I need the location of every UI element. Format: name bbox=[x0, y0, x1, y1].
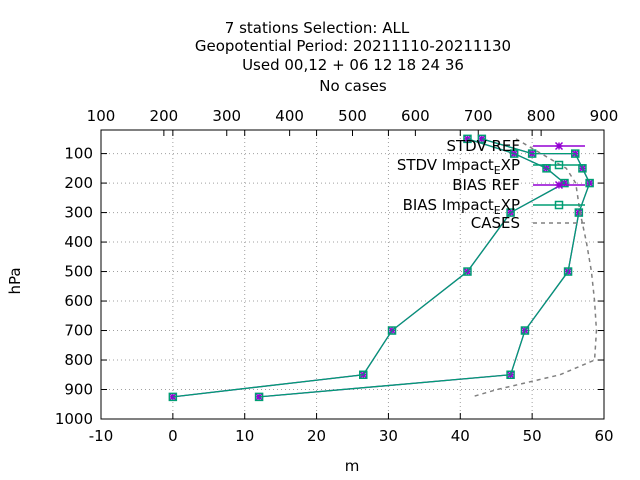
title-line-2: Geopotential Period: 20211110-20211130 bbox=[195, 37, 511, 55]
legend-marker bbox=[554, 141, 564, 151]
title-line-1: 7 stations Selection: ALL bbox=[225, 19, 410, 37]
legend-item: BIAS ImpactEXP bbox=[403, 196, 585, 217]
data-point bbox=[387, 326, 397, 335]
data-point bbox=[585, 178, 594, 188]
data-point bbox=[254, 392, 264, 402]
x2-tick-label: 700 bbox=[464, 107, 493, 125]
data-point bbox=[168, 392, 177, 401]
title-line-4: No cases bbox=[319, 77, 387, 95]
x-tick-label: 20 bbox=[307, 427, 326, 445]
y-tick-label: 900 bbox=[64, 381, 93, 399]
legend-item: STDV ImpactEXP bbox=[397, 156, 585, 177]
y-tick-label: 700 bbox=[64, 322, 93, 340]
y-axis-label: hPa bbox=[6, 267, 24, 294]
y-tick-label: 100 bbox=[64, 145, 93, 163]
series-layer bbox=[168, 134, 598, 402]
title-line-3: Used 00,12 + 06 12 18 24 36 bbox=[242, 56, 464, 74]
x2-tick-label: 500 bbox=[338, 107, 367, 125]
data-point bbox=[563, 267, 573, 276]
data-point bbox=[509, 149, 519, 158]
series-line bbox=[471, 138, 598, 398]
legend-label: STDV REF bbox=[446, 137, 520, 155]
legend-item: STDV REF bbox=[446, 137, 585, 155]
x-tick-label: 30 bbox=[379, 427, 398, 445]
y-tick-label: 400 bbox=[64, 233, 93, 251]
grid bbox=[101, 130, 604, 419]
legend-label: BIAS REF bbox=[452, 176, 520, 194]
x2-tick-label: 100 bbox=[87, 107, 116, 125]
data-point bbox=[359, 370, 368, 380]
data-point bbox=[477, 134, 487, 144]
data-point bbox=[574, 208, 584, 217]
x-tick-label: 10 bbox=[235, 427, 254, 445]
data-point bbox=[506, 370, 515, 380]
x-tick-label: -10 bbox=[89, 427, 114, 445]
series-1 bbox=[255, 134, 594, 401]
data-point bbox=[463, 267, 472, 276]
data-point bbox=[168, 392, 178, 402]
chart-title: 7 stations Selection: ALL Geopotential P… bbox=[195, 19, 511, 95]
data-point bbox=[520, 326, 530, 335]
legend-item: CASES bbox=[471, 214, 585, 232]
x-tick-label: 60 bbox=[594, 427, 613, 445]
x-axis-label: m bbox=[345, 457, 360, 475]
y-tick-label: 600 bbox=[64, 292, 93, 310]
legend-item: BIAS REF bbox=[452, 176, 585, 194]
legend-label: BIAS ImpactEXP bbox=[403, 196, 520, 217]
series-line bbox=[172, 138, 566, 398]
x-tick-label: 50 bbox=[523, 427, 542, 445]
x2-tick-label: 600 bbox=[401, 107, 430, 125]
legend-marker bbox=[554, 200, 564, 210]
legend-label: CASES bbox=[471, 214, 520, 232]
legend-marker bbox=[554, 180, 564, 190]
x-tick-label: 40 bbox=[451, 427, 470, 445]
series-line bbox=[259, 138, 591, 398]
x-tick-label: 0 bbox=[168, 427, 178, 445]
series-5 bbox=[471, 138, 598, 398]
series-2 bbox=[254, 134, 594, 402]
data-point bbox=[506, 208, 515, 217]
axes: -10 0 10 20 30 40 50 60 100 200 300 400 500 600 700 800… bbox=[55, 107, 619, 445]
data-point bbox=[571, 149, 580, 158]
x2-tick-label: 800 bbox=[527, 107, 556, 125]
x2-tick-label: 300 bbox=[212, 107, 241, 125]
data-point bbox=[463, 134, 472, 144]
y-tick-label: 200 bbox=[64, 174, 93, 192]
data-point bbox=[463, 134, 472, 143]
series-line bbox=[259, 138, 591, 398]
x2-tick-label: 900 bbox=[590, 107, 619, 125]
data-point bbox=[527, 149, 537, 158]
y-tick-label: 500 bbox=[64, 263, 93, 281]
y-tick-label: 1000 bbox=[55, 410, 93, 428]
y-tick-label: 800 bbox=[64, 351, 93, 369]
x2-tick-label: 200 bbox=[150, 107, 179, 125]
legend-label: STDV ImpactEXP bbox=[397, 156, 520, 177]
legend-marker bbox=[554, 160, 564, 170]
x2-tick-label: 400 bbox=[275, 107, 304, 125]
y-tick-label: 300 bbox=[64, 204, 93, 222]
